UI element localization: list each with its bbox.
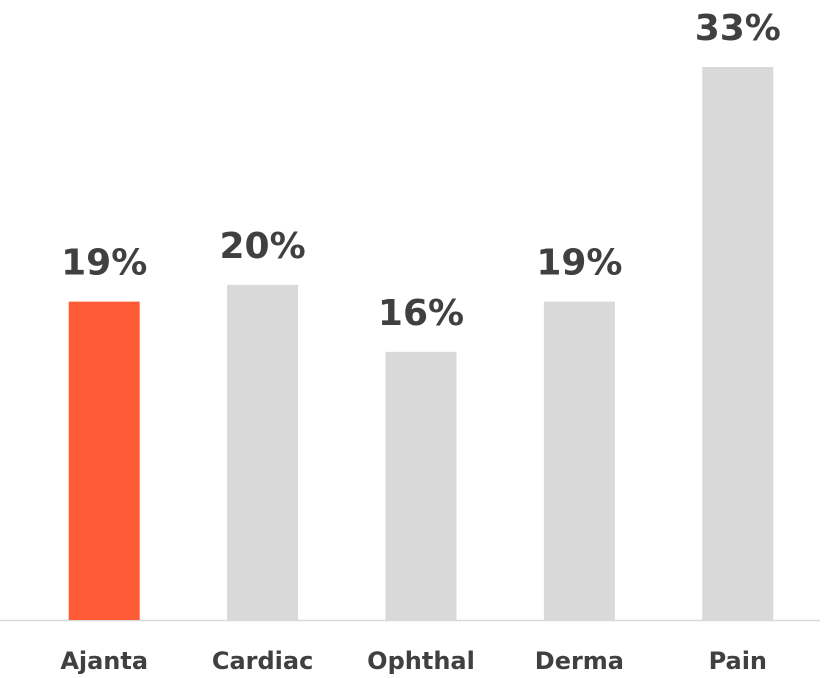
bar [227,284,299,620]
x-tick-label: Ophthal [367,647,475,675]
bar [68,301,140,620]
bar [543,301,615,620]
x-tick-label: Ajanta [60,647,148,675]
x-tick-label: Pain [709,647,767,675]
value-label: 16% [378,293,464,334]
x-tick-label: Cardiac [212,647,313,675]
bar [385,351,457,620]
x-tick-label: Derma [535,647,624,675]
value-label: 33% [695,8,781,49]
value-label: 19% [536,243,622,284]
bar [702,67,774,620]
value-label: 20% [220,226,306,267]
value-label: 19% [61,243,147,284]
